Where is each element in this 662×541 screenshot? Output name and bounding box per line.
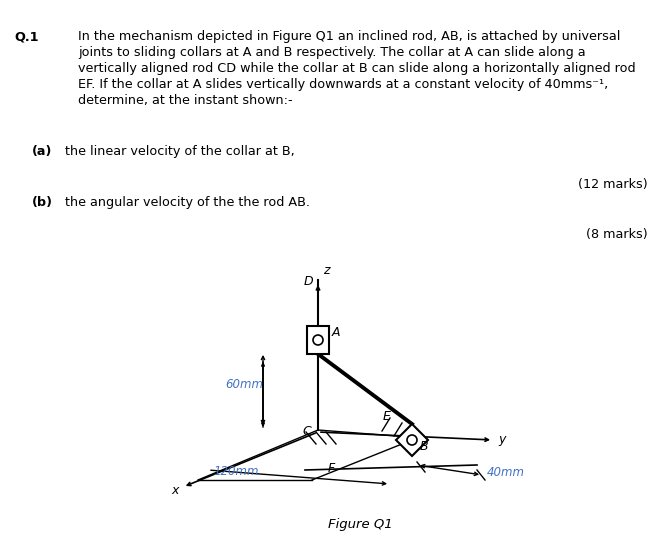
- Text: EF. If the collar at A slides vertically downwards at a constant velocity of 40m: EF. If the collar at A slides vertically…: [78, 78, 608, 91]
- Circle shape: [313, 335, 323, 345]
- Text: (a): (a): [32, 145, 52, 158]
- Text: (8 marks): (8 marks): [587, 228, 648, 241]
- Text: (b): (b): [32, 196, 53, 209]
- Bar: [307, 326, 329, 354]
- Text: 120mm: 120mm: [213, 465, 258, 478]
- Text: Figure Q1: Figure Q1: [328, 518, 393, 531]
- Text: B: B: [420, 440, 428, 453]
- Text: vertically aligned rod CD while the collar at B can slide along a horizontally a: vertically aligned rod CD while the coll…: [78, 62, 636, 75]
- Text: 40mm: 40mm: [487, 465, 525, 478]
- Text: the linear velocity of the collar at B,: the linear velocity of the collar at B,: [65, 145, 295, 158]
- Text: In the mechanism depicted in Figure Q1 an inclined rod, AB, is attached by unive: In the mechanism depicted in Figure Q1 a…: [78, 30, 620, 43]
- Text: (12 marks): (12 marks): [579, 178, 648, 191]
- Text: F: F: [328, 462, 335, 475]
- Circle shape: [407, 435, 417, 445]
- Text: 60mm: 60mm: [225, 379, 263, 392]
- Polygon shape: [396, 424, 428, 456]
- Text: C: C: [302, 425, 310, 438]
- Text: z: z: [323, 264, 330, 277]
- Text: the angular velocity of the the rod AB.: the angular velocity of the the rod AB.: [65, 196, 310, 209]
- Text: E: E: [383, 410, 391, 423]
- Text: x: x: [171, 484, 178, 497]
- Text: Q.1: Q.1: [14, 30, 38, 43]
- Text: D: D: [304, 275, 314, 288]
- Text: y: y: [498, 433, 505, 446]
- Text: determine, at the instant shown:-: determine, at the instant shown:-: [78, 94, 293, 107]
- Text: A: A: [332, 326, 340, 339]
- Text: joints to sliding collars at A and B respectively. The collar at A can slide alo: joints to sliding collars at A and B res…: [78, 46, 586, 59]
